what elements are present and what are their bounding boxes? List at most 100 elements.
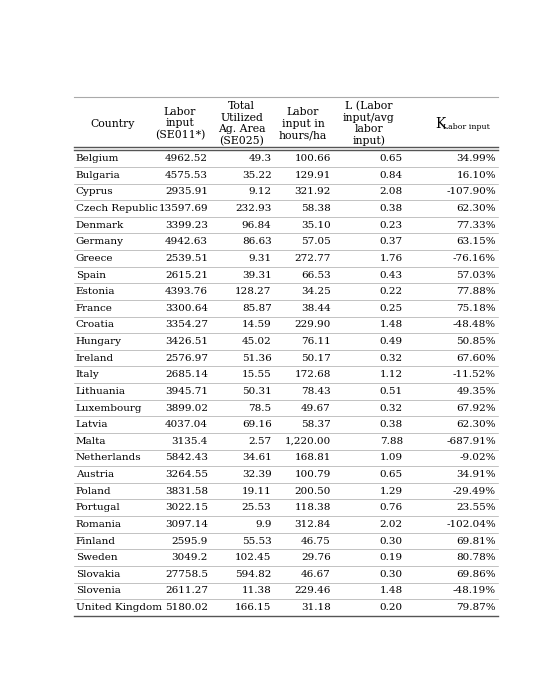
Text: Labor
input in
hours/ha: Labor input in hours/ha (279, 107, 327, 140)
Text: 3049.2: 3049.2 (172, 553, 208, 562)
Text: 38.44: 38.44 (301, 304, 331, 313)
Text: 75.18%: 75.18% (456, 304, 496, 313)
Text: Germany: Germany (76, 237, 124, 246)
Text: -76.16%: -76.16% (453, 254, 496, 263)
Text: 34.99%: 34.99% (456, 154, 496, 163)
Text: Poland: Poland (76, 486, 112, 496)
Text: 5842.43: 5842.43 (165, 453, 208, 462)
Text: 46.75: 46.75 (301, 537, 331, 546)
Text: Czech Republic: Czech Republic (76, 204, 157, 213)
Text: Malta: Malta (76, 436, 107, 445)
Text: 2576.97: 2576.97 (165, 354, 208, 363)
Text: 66.53: 66.53 (301, 270, 331, 279)
Text: Spain: Spain (76, 270, 106, 279)
Text: -11.52%: -11.52% (453, 370, 496, 379)
Text: 45.02: 45.02 (242, 337, 272, 346)
Text: Lithuania: Lithuania (76, 387, 126, 396)
Text: Italy: Italy (76, 370, 99, 379)
Text: 39.31: 39.31 (242, 270, 272, 279)
Text: 1.76: 1.76 (380, 254, 403, 263)
Text: 100.79: 100.79 (295, 470, 331, 479)
Text: K: K (435, 117, 446, 131)
Text: Romania: Romania (76, 520, 122, 529)
Text: Netherlands: Netherlands (76, 453, 141, 462)
Text: 76.11: 76.11 (301, 337, 331, 346)
Text: 19.11: 19.11 (242, 486, 272, 496)
Text: 31.18: 31.18 (301, 603, 331, 612)
Text: Slovakia: Slovakia (76, 570, 120, 579)
Text: 13597.69: 13597.69 (158, 204, 208, 213)
Text: 35.22: 35.22 (242, 171, 272, 180)
Text: 166.15: 166.15 (235, 603, 272, 612)
Text: 0.65: 0.65 (380, 470, 403, 479)
Text: 321.92: 321.92 (295, 188, 331, 197)
Text: 67.60%: 67.60% (456, 354, 496, 363)
Text: 2.02: 2.02 (380, 520, 403, 529)
Text: United Kingdom: United Kingdom (76, 603, 162, 612)
Text: 3899.02: 3899.02 (165, 404, 208, 413)
Text: 58.38: 58.38 (301, 204, 331, 213)
Text: 78.5: 78.5 (248, 404, 272, 413)
Text: 62.30%: 62.30% (456, 420, 496, 429)
Text: 3300.64: 3300.64 (165, 304, 208, 313)
Text: 594.82: 594.82 (235, 570, 272, 579)
Text: 69.81%: 69.81% (456, 537, 496, 546)
Text: Slovenia: Slovenia (76, 587, 121, 596)
Text: 2685.14: 2685.14 (165, 370, 208, 379)
Text: 85.87: 85.87 (242, 304, 272, 313)
Text: 3097.14: 3097.14 (165, 520, 208, 529)
Text: 50.85%: 50.85% (456, 337, 496, 346)
Text: 3426.51: 3426.51 (165, 337, 208, 346)
Text: 16.10%: 16.10% (456, 171, 496, 180)
Text: 23.55%: 23.55% (456, 503, 496, 512)
Text: 46.67: 46.67 (301, 570, 331, 579)
Text: 2539.51: 2539.51 (165, 254, 208, 263)
Text: 35.10: 35.10 (301, 220, 331, 229)
Text: 0.84: 0.84 (380, 171, 403, 180)
Text: 7.88: 7.88 (380, 436, 403, 445)
Text: -107.90%: -107.90% (446, 188, 496, 197)
Text: 3831.58: 3831.58 (165, 486, 208, 496)
Text: 29.76: 29.76 (301, 553, 331, 562)
Text: 96.84: 96.84 (242, 220, 272, 229)
Text: Denmark: Denmark (76, 220, 124, 229)
Text: Luxembourg: Luxembourg (76, 404, 142, 413)
Text: 102.45: 102.45 (235, 553, 272, 562)
Text: 0.25: 0.25 (380, 304, 403, 313)
Text: 2935.91: 2935.91 (165, 188, 208, 197)
Text: 0.30: 0.30 (380, 570, 403, 579)
Text: Total
Utilized
Ag. Area
(SE025): Total Utilized Ag. Area (SE025) (218, 101, 265, 146)
Text: -48.19%: -48.19% (453, 587, 496, 596)
Text: 50.31: 50.31 (242, 387, 272, 396)
Text: 4393.76: 4393.76 (165, 287, 208, 296)
Text: 2595.9: 2595.9 (172, 537, 208, 546)
Text: 62.30%: 62.30% (456, 204, 496, 213)
Text: 1.09: 1.09 (380, 453, 403, 462)
Text: 3399.23: 3399.23 (165, 220, 208, 229)
Text: -687.91%: -687.91% (446, 436, 496, 445)
Text: 69.16: 69.16 (242, 420, 272, 429)
Text: 272.77: 272.77 (295, 254, 331, 263)
Text: 0.23: 0.23 (380, 220, 403, 229)
Text: 0.38: 0.38 (380, 204, 403, 213)
Text: L (Labor
input/avg
labor
input): L (Labor input/avg labor input) (343, 101, 395, 147)
Text: France: France (76, 304, 113, 313)
Text: 69.86%: 69.86% (456, 570, 496, 579)
Text: -9.02%: -9.02% (460, 453, 496, 462)
Text: 3022.15: 3022.15 (165, 503, 208, 512)
Text: 3354.27: 3354.27 (165, 320, 208, 329)
Text: 9.9: 9.9 (255, 520, 272, 529)
Text: 0.51: 0.51 (380, 387, 403, 396)
Text: 1.12: 1.12 (380, 370, 403, 379)
Text: 86.63: 86.63 (242, 237, 272, 246)
Text: 100.66: 100.66 (295, 154, 331, 163)
Text: 229.46: 229.46 (295, 587, 331, 596)
Text: 11.38: 11.38 (242, 587, 272, 596)
Text: 0.38: 0.38 (380, 420, 403, 429)
Text: Estonia: Estonia (76, 287, 116, 296)
Text: 63.15%: 63.15% (456, 237, 496, 246)
Text: Cyprus: Cyprus (76, 188, 113, 197)
Text: 1.48: 1.48 (380, 587, 403, 596)
Text: 57.03%: 57.03% (456, 270, 496, 279)
Text: Finland: Finland (76, 537, 116, 546)
